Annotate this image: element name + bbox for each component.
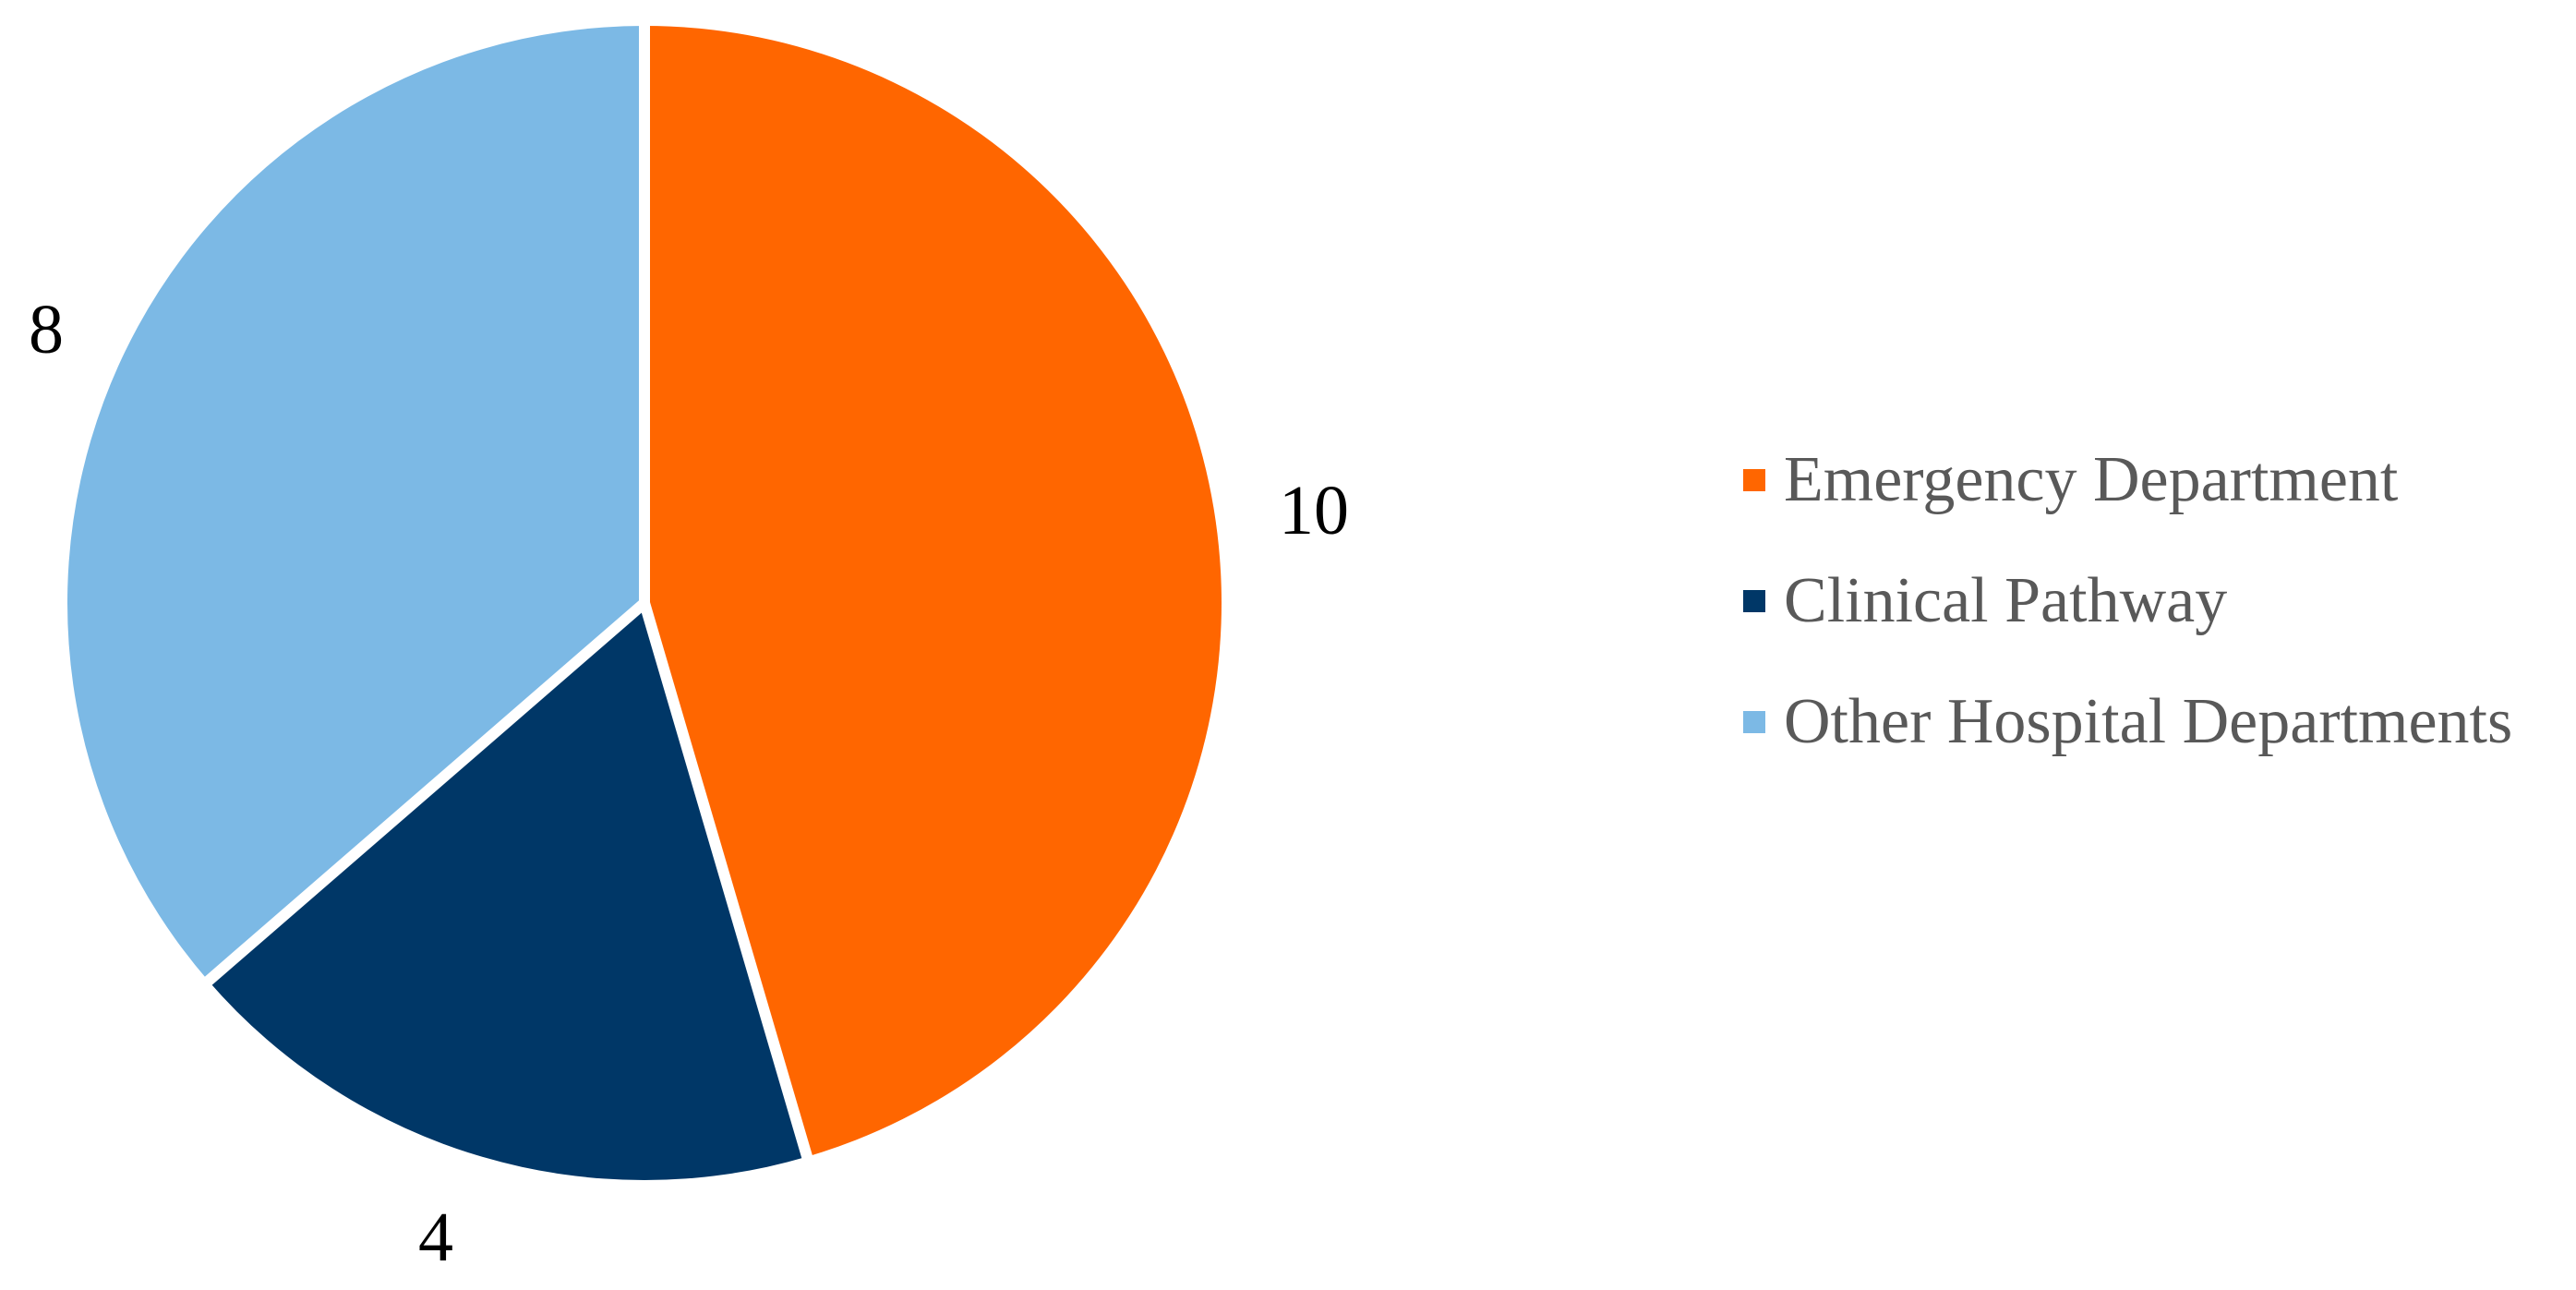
- legend-swatch-clinical-pathway-icon: [1743, 590, 1765, 612]
- legend-swatch-emergency-department-icon: [1743, 469, 1765, 491]
- slice-separator: [203, 598, 648, 987]
- legend-item-other-hospital-departments: Other Hospital Departments: [1743, 689, 2512, 755]
- slice-separator: [639, 601, 813, 1161]
- legend-label-emergency-department: Emergency Department: [1784, 444, 2399, 515]
- legend-item-emergency-department: Emergency Department: [1743, 447, 2512, 513]
- data-label-emergency-department: 10: [1279, 472, 1349, 549]
- pie-slice-clinical-pathway: [208, 603, 808, 1180]
- legend-item-clinical-pathway: Clinical Pathway: [1743, 568, 2512, 634]
- chart-legend: Emergency Department Clinical Pathway Ot…: [1743, 447, 2512, 755]
- pie-slice-emergency-department: [644, 26, 1222, 1157]
- data-label-clinical-pathway: 4: [418, 1199, 453, 1276]
- legend-label-other-hospital-departments: Other Hospital Departments: [1784, 686, 2513, 757]
- legend-label-clinical-pathway: Clinical Pathway: [1784, 565, 2228, 636]
- pie-slice-other-hospital-departments: [67, 26, 644, 982]
- legend-swatch-other-hospital-departments-icon: [1743, 711, 1765, 733]
- data-label-other-hospital-departments: 8: [29, 291, 64, 368]
